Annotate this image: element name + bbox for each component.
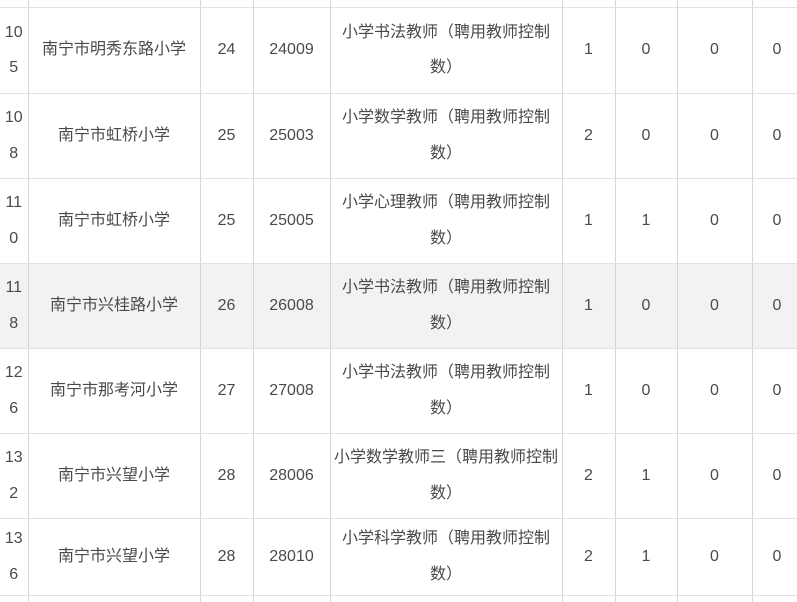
school-name-cell: 南宁市明秀东路小学 xyxy=(28,7,201,94)
previous-row-sliver xyxy=(0,0,797,8)
count-cell: 1 xyxy=(615,178,678,264)
post-name-cell: 小学书法教师（聘用教师控制数） xyxy=(330,348,563,434)
row-number-cell: 136 xyxy=(0,518,29,596)
group-number-cell: 28 xyxy=(200,518,254,596)
next-row-sliver xyxy=(0,595,797,602)
post-name-cell: 小学书法教师（聘用教师控制数） xyxy=(330,7,563,94)
count-cell: 0 xyxy=(615,93,678,179)
spacer-cell xyxy=(200,595,254,602)
group-number-cell: 25 xyxy=(200,93,254,179)
count-cell: 1 xyxy=(562,348,616,434)
count-cell: 0 xyxy=(752,433,797,519)
school-name-cell: 南宁市那考河小学 xyxy=(28,348,201,434)
count-cell: 0 xyxy=(752,263,797,349)
spacer-row-top xyxy=(0,0,797,8)
post-code-cell: 28006 xyxy=(253,433,331,519)
table-row: 108 南宁市虹桥小学 25 25003 小学数学教师（聘用教师控制数） 2 0 0 0 xyxy=(0,93,797,179)
table-row: 126 南宁市那考河小学 27 27008 小学书法教师（聘用教师控制数） 1 0 0 0 xyxy=(0,348,797,434)
count-cell: 2 xyxy=(562,93,616,179)
spacer-cell xyxy=(200,0,254,8)
school-name-cell: 南宁市兴望小学 xyxy=(28,518,201,596)
spacer-cell xyxy=(253,595,331,602)
count-cell: 1 xyxy=(562,7,616,94)
post-name-cell: 小学科学教师（聘用教师控制数） xyxy=(330,518,563,596)
group-number-cell: 24 xyxy=(200,7,254,94)
count-cell: 0 xyxy=(615,7,678,94)
table-row: 136 南宁市兴望小学 28 28010 小学科学教师（聘用教师控制数） 2 1 0 0 xyxy=(0,518,797,596)
count-cell: 0 xyxy=(615,348,678,434)
count-cell: 0 xyxy=(752,93,797,179)
count-cell: 2 xyxy=(562,518,616,596)
count-cell: 2 xyxy=(562,433,616,519)
count-cell: 1 xyxy=(615,518,678,596)
row-number-cell: 105 xyxy=(0,7,29,94)
count-cell: 1 xyxy=(562,263,616,349)
count-cell: 0 xyxy=(752,518,797,596)
table-row: 132 南宁市兴望小学 28 28006 小学数学教师三（聘用教师控制数） 2 1 0 0 xyxy=(0,433,797,519)
post-name-cell: 小学书法教师（聘用教师控制数） xyxy=(330,263,563,349)
spacer-cell xyxy=(253,0,331,8)
spacer-cell xyxy=(752,0,797,8)
school-name-cell: 南宁市虹桥小学 xyxy=(28,178,201,264)
group-number-cell: 28 xyxy=(200,433,254,519)
count-cell: 0 xyxy=(677,518,753,596)
row-number-cell: 118 xyxy=(0,263,29,349)
spacer-cell xyxy=(677,595,753,602)
post-code-cell: 27008 xyxy=(253,348,331,434)
spacer-cell xyxy=(0,0,29,8)
spacer-cell xyxy=(28,0,201,8)
post-code-cell: 24009 xyxy=(253,7,331,94)
post-name-cell: 小学数学教师三（聘用教师控制数） xyxy=(330,433,563,519)
spacer-cell xyxy=(615,0,678,8)
spacer-cell xyxy=(615,595,678,602)
spacer-cell xyxy=(28,595,201,602)
spacer-cell xyxy=(330,0,563,8)
count-cell: 1 xyxy=(562,178,616,264)
table-row: 110 南宁市虹桥小学 25 25005 小学心理教师（聘用教师控制数） 1 1 0 0 xyxy=(0,178,797,264)
spacer-cell xyxy=(0,595,29,602)
spacer-cell xyxy=(677,0,753,8)
count-cell: 0 xyxy=(752,178,797,264)
count-cell: 0 xyxy=(752,348,797,434)
table-row: 105 南宁市明秀东路小学 24 24009 小学书法教师（聘用教师控制数） 1 0 0 0 xyxy=(0,7,797,94)
row-number-cell: 132 xyxy=(0,433,29,519)
count-cell: 0 xyxy=(677,433,753,519)
count-cell: 0 xyxy=(677,93,753,179)
spacer-cell xyxy=(562,595,616,602)
count-cell: 0 xyxy=(752,7,797,94)
group-number-cell: 25 xyxy=(200,178,254,264)
post-code-cell: 25003 xyxy=(253,93,331,179)
count-cell: 0 xyxy=(677,178,753,264)
spacer-cell xyxy=(562,0,616,8)
school-name-cell: 南宁市兴桂路小学 xyxy=(28,263,201,349)
row-number-cell: 108 xyxy=(0,93,29,179)
school-name-cell: 南宁市虹桥小学 xyxy=(28,93,201,179)
count-cell: 0 xyxy=(677,7,753,94)
school-name-cell: 南宁市兴望小学 xyxy=(28,433,201,519)
group-number-cell: 26 xyxy=(200,263,254,349)
spacer-cell xyxy=(752,595,797,602)
spacer-cell xyxy=(330,595,563,602)
row-number-cell: 110 xyxy=(0,178,29,264)
count-cell: 1 xyxy=(615,433,678,519)
table-row: 118 南宁市兴桂路小学 26 26008 小学书法教师（聘用教师控制数） 1 0 0 0 xyxy=(0,263,797,349)
post-code-cell: 28010 xyxy=(253,518,331,596)
count-cell: 0 xyxy=(615,263,678,349)
post-name-cell: 小学数学教师（聘用教师控制数） xyxy=(330,93,563,179)
post-code-cell: 26008 xyxy=(253,263,331,349)
row-number-cell: 126 xyxy=(0,348,29,434)
post-code-cell: 25005 xyxy=(253,178,331,264)
count-cell: 0 xyxy=(677,263,753,349)
table-body: 105 南宁市明秀东路小学 24 24009 小学书法教师（聘用教师控制数） 1 0 0 0 10… xyxy=(0,7,797,596)
group-number-cell: 27 xyxy=(200,348,254,434)
spacer-row-bottom xyxy=(0,595,797,602)
count-cell: 0 xyxy=(677,348,753,434)
post-name-cell: 小学心理教师（聘用教师控制数） xyxy=(330,178,563,264)
